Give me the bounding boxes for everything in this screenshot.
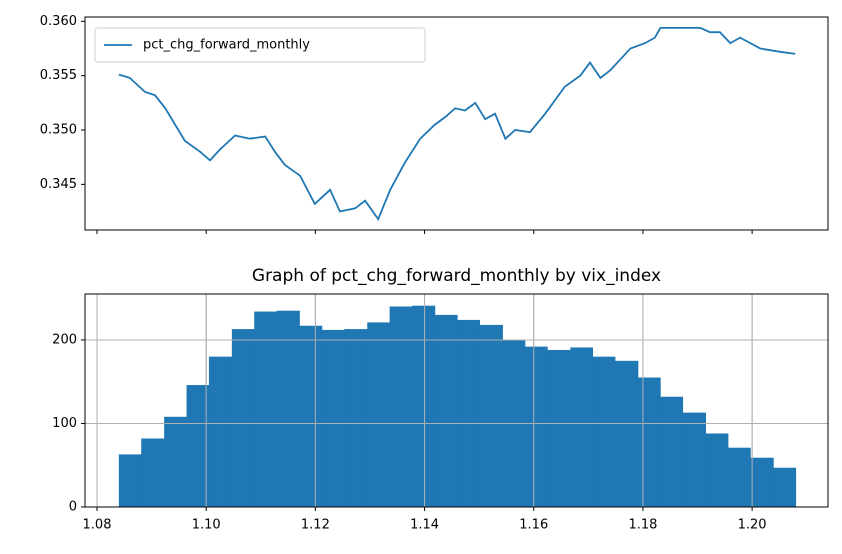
- x-tick-label: 1.12: [301, 518, 330, 533]
- bar: [547, 349, 571, 507]
- x-tick-label: 1.08: [83, 518, 112, 533]
- chart-title: Graph of pct_chg_forward_monthly by vix_…: [252, 266, 661, 286]
- bar: [299, 325, 323, 507]
- bar: [479, 324, 503, 507]
- x-tick-label: 1.16: [519, 518, 548, 533]
- bar: [773, 467, 797, 507]
- y-tick-label: 0.350: [40, 123, 77, 138]
- y-tick-label: 0.360: [40, 14, 77, 29]
- y-tick-label: 0.355: [40, 68, 77, 83]
- bar: [231, 329, 255, 507]
- line-series: [118, 27, 796, 221]
- bar: [728, 447, 751, 507]
- y-tick-label: 0.345: [40, 177, 77, 192]
- bar: [682, 412, 707, 507]
- bar: [705, 433, 729, 507]
- bar: [118, 454, 142, 507]
- legend-box: [94, 27, 426, 63]
- y-tick-label: 200: [52, 332, 77, 347]
- legend-label: pct_chg_forward_monthly: [143, 38, 310, 53]
- bar: [321, 329, 345, 507]
- x-tick-label: 1.14: [410, 518, 439, 533]
- bar: [525, 346, 548, 507]
- bar: [434, 314, 458, 507]
- y-tick-label: 0: [69, 500, 77, 515]
- bar: [141, 438, 165, 507]
- y-tick-label: 100: [52, 416, 77, 431]
- bar: [276, 310, 300, 507]
- bar: [750, 457, 774, 507]
- bar: [660, 396, 684, 507]
- bar: [615, 360, 639, 507]
- bar: [208, 356, 233, 507]
- bar: [254, 311, 277, 507]
- x-tick-label: 1.10: [192, 518, 221, 533]
- bar: [570, 347, 594, 507]
- x-tick-label: 1.18: [628, 518, 657, 533]
- bar: [344, 329, 368, 507]
- bar: [592, 356, 616, 507]
- bar: [186, 385, 210, 507]
- bar: [367, 322, 390, 507]
- bar: [457, 319, 481, 507]
- bar: [389, 306, 413, 507]
- bar: [164, 416, 187, 507]
- bar: [412, 305, 436, 507]
- bar: [638, 377, 661, 507]
- x-tick-label: 1.20: [738, 518, 767, 533]
- axes-frame: [84, 16, 829, 231]
- axes-frame: [84, 293, 829, 508]
